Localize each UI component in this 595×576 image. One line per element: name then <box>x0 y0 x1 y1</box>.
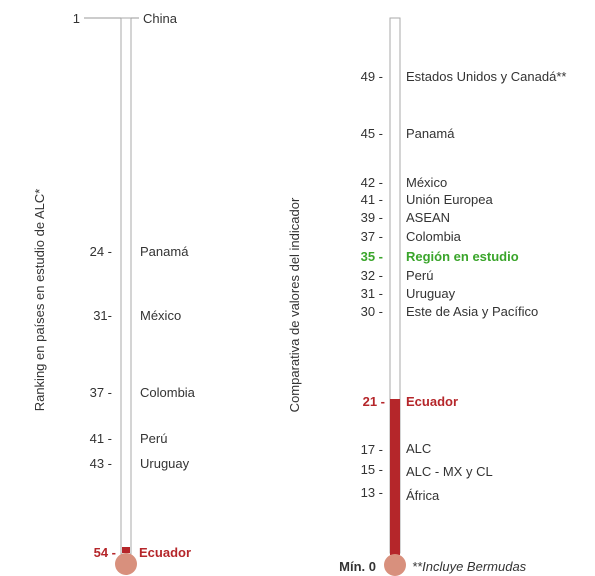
right-name: ALC <box>406 441 431 456</box>
right-value: 17 - <box>361 442 383 457</box>
right-panel: Comparativa de valores del indicador 49 … <box>287 17 566 576</box>
right-value: 32 - <box>361 268 383 283</box>
right-name: ALC - MX y CL <box>406 464 493 479</box>
right-name: Panamá <box>406 126 455 141</box>
left-rank: 31- <box>93 308 112 323</box>
left-tube <box>120 17 132 555</box>
left-rank: 43 - <box>90 456 112 471</box>
right-value: 30 - <box>361 304 383 319</box>
right-name: África <box>406 488 440 503</box>
left-highlight-country: Ecuador <box>139 545 191 560</box>
left-axis-title: Ranking en países en estudio de ALC* <box>32 189 47 412</box>
left-country: Colombia <box>140 385 196 400</box>
right-name: Estados Unidos y Canadá** <box>406 69 566 84</box>
right-name: Uruguay <box>406 286 456 301</box>
right-tube-fill <box>390 399 400 555</box>
left-top-country: China <box>143 11 178 26</box>
right-value: 15 - <box>361 462 383 477</box>
right-bulb <box>384 554 406 576</box>
left-country: Panamá <box>140 244 189 259</box>
min-label: Mín. 0 <box>339 559 376 574</box>
right-value: 39 - <box>361 210 383 225</box>
right-value: 37 - <box>361 229 383 244</box>
right-name: ASEAN <box>406 210 450 225</box>
right-axis-title: Comparativa de valores del indicador <box>287 197 302 412</box>
left-tube-fill <box>122 547 130 553</box>
right-name: Unión Europea <box>406 192 493 207</box>
right-name: Colombia <box>406 229 462 244</box>
right-name: Perú <box>406 268 433 283</box>
right-value-region: 35 - <box>361 249 383 264</box>
right-name-region: Región en estudio <box>406 249 519 264</box>
right-name: México <box>406 175 447 190</box>
right-value: 49 - <box>361 69 383 84</box>
right-value: 13 - <box>361 485 383 500</box>
left-highlight-rank: 54 - <box>94 545 116 560</box>
left-rank: 37 - <box>90 385 112 400</box>
left-rank: 41 - <box>90 431 112 446</box>
left-country: Perú <box>140 431 167 446</box>
right-value: 31 - <box>361 286 383 301</box>
right-value: 42 - <box>361 175 383 190</box>
left-top-rank: 1 <box>73 11 80 26</box>
left-country: México <box>140 308 181 323</box>
right-value: 45 - <box>361 126 383 141</box>
footnote: **Incluye Bermudas <box>412 559 527 574</box>
left-country: Uruguay <box>140 456 190 471</box>
right-value-highlight: 21 - <box>363 394 385 409</box>
left-bulb <box>115 553 137 575</box>
right-name: Este de Asia y Pacífico <box>406 304 538 319</box>
right-name-highlight: Ecuador <box>406 394 458 409</box>
left-panel: Ranking en países en estudio de ALC* 1 C… <box>32 11 196 575</box>
right-value: 41 - <box>361 192 383 207</box>
left-rank: 24 - <box>90 244 112 259</box>
